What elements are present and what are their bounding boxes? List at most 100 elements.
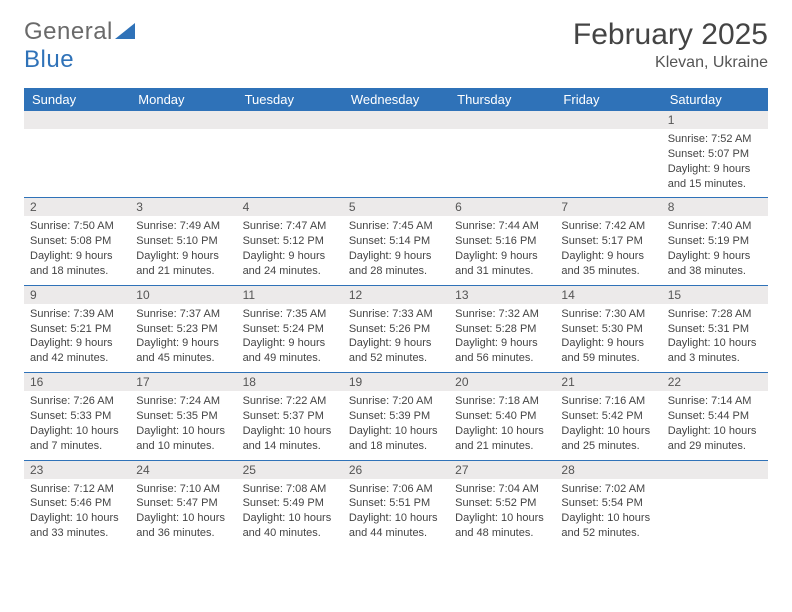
sunset-text: Sunset: 5:39 PM — [349, 409, 443, 424]
sunset-text: Sunset: 5:23 PM — [136, 322, 230, 337]
day-number: 22 — [662, 373, 768, 391]
sunrise-text: Sunrise: 7:47 AM — [243, 219, 337, 234]
day-number — [237, 111, 343, 129]
daylight-text: Daylight: 9 hours and 52 minutes. — [349, 336, 443, 366]
daylight-text: Daylight: 9 hours and 24 minutes. — [243, 249, 337, 279]
daylight-text: Daylight: 10 hours and 29 minutes. — [668, 424, 762, 454]
sunset-text: Sunset: 5:24 PM — [243, 322, 337, 337]
day-number: 3 — [130, 198, 236, 216]
logo-text-1: General — [24, 18, 113, 45]
day-number: 14 — [555, 286, 661, 304]
sunrise-text: Sunrise: 7:33 AM — [349, 307, 443, 322]
day-number: 15 — [662, 286, 768, 304]
daylight-text: Daylight: 10 hours and 18 minutes. — [349, 424, 443, 454]
calendar: Sunday Monday Tuesday Wednesday Thursday… — [24, 88, 768, 547]
sunset-text: Sunset: 5:30 PM — [561, 322, 655, 337]
calendar-page: General Blue February 2025 Klevan, Ukrai… — [0, 0, 792, 547]
day-cell — [662, 461, 768, 547]
sunset-text: Sunset: 5:35 PM — [136, 409, 230, 424]
day-cell: 6Sunrise: 7:44 AMSunset: 5:16 PMDaylight… — [449, 198, 555, 284]
sunrise-text: Sunrise: 7:45 AM — [349, 219, 443, 234]
day-number: 2 — [24, 198, 130, 216]
location-label: Klevan, Ukraine — [573, 54, 768, 72]
day-number — [662, 461, 768, 479]
sunset-text: Sunset: 5:44 PM — [668, 409, 762, 424]
day-cell: 17Sunrise: 7:24 AMSunset: 5:35 PMDayligh… — [130, 373, 236, 459]
day-cell: 9Sunrise: 7:39 AMSunset: 5:21 PMDaylight… — [24, 286, 130, 372]
day-cell: 26Sunrise: 7:06 AMSunset: 5:51 PMDayligh… — [343, 461, 449, 547]
daylight-text: Daylight: 10 hours and 21 minutes. — [455, 424, 549, 454]
day-header-fri: Friday — [555, 88, 661, 111]
sunrise-text: Sunrise: 7:28 AM — [668, 307, 762, 322]
sunset-text: Sunset: 5:49 PM — [243, 496, 337, 511]
week-row: 16Sunrise: 7:26 AMSunset: 5:33 PMDayligh… — [24, 372, 768, 459]
daylight-text: Daylight: 9 hours and 28 minutes. — [349, 249, 443, 279]
day-number: 1 — [662, 111, 768, 129]
day-cell: 23Sunrise: 7:12 AMSunset: 5:46 PMDayligh… — [24, 461, 130, 547]
daylight-text: Daylight: 10 hours and 14 minutes. — [243, 424, 337, 454]
daylight-text: Daylight: 10 hours and 25 minutes. — [561, 424, 655, 454]
sunrise-text: Sunrise: 7:52 AM — [668, 132, 762, 147]
day-number: 13 — [449, 286, 555, 304]
daylight-text: Daylight: 9 hours and 35 minutes. — [561, 249, 655, 279]
sunset-text: Sunset: 5:10 PM — [136, 234, 230, 249]
daylight-text: Daylight: 10 hours and 7 minutes. — [30, 424, 124, 454]
sunset-text: Sunset: 5:17 PM — [561, 234, 655, 249]
day-number: 5 — [343, 198, 449, 216]
day-number: 16 — [24, 373, 130, 391]
sunrise-text: Sunrise: 7:50 AM — [30, 219, 124, 234]
day-cell: 15Sunrise: 7:28 AMSunset: 5:31 PMDayligh… — [662, 286, 768, 372]
day-number — [24, 111, 130, 129]
day-cell: 13Sunrise: 7:32 AMSunset: 5:28 PMDayligh… — [449, 286, 555, 372]
sunrise-text: Sunrise: 7:14 AM — [668, 394, 762, 409]
day-number: 28 — [555, 461, 661, 479]
daylight-text: Daylight: 9 hours and 45 minutes. — [136, 336, 230, 366]
daylight-text: Daylight: 9 hours and 59 minutes. — [561, 336, 655, 366]
day-number: 17 — [130, 373, 236, 391]
sunset-text: Sunset: 5:19 PM — [668, 234, 762, 249]
day-header-wed: Wednesday — [343, 88, 449, 111]
sunrise-text: Sunrise: 7:02 AM — [561, 482, 655, 497]
day-header-tue: Tuesday — [237, 88, 343, 111]
day-cell: 7Sunrise: 7:42 AMSunset: 5:17 PMDaylight… — [555, 198, 661, 284]
daylight-text: Daylight: 9 hours and 42 minutes. — [30, 336, 124, 366]
day-number: 6 — [449, 198, 555, 216]
day-number: 10 — [130, 286, 236, 304]
sunset-text: Sunset: 5:51 PM — [349, 496, 443, 511]
day-cell: 3Sunrise: 7:49 AMSunset: 5:10 PMDaylight… — [130, 198, 236, 284]
day-cell: 19Sunrise: 7:20 AMSunset: 5:39 PMDayligh… — [343, 373, 449, 459]
day-cell: 10Sunrise: 7:37 AMSunset: 5:23 PMDayligh… — [130, 286, 236, 372]
day-cell: 24Sunrise: 7:10 AMSunset: 5:47 PMDayligh… — [130, 461, 236, 547]
day-number: 19 — [343, 373, 449, 391]
sunrise-text: Sunrise: 7:42 AM — [561, 219, 655, 234]
day-cell — [237, 111, 343, 197]
day-cell: 12Sunrise: 7:33 AMSunset: 5:26 PMDayligh… — [343, 286, 449, 372]
sunset-text: Sunset: 5:28 PM — [455, 322, 549, 337]
sunset-text: Sunset: 5:37 PM — [243, 409, 337, 424]
day-header-mon: Monday — [130, 88, 236, 111]
week-row: 23Sunrise: 7:12 AMSunset: 5:46 PMDayligh… — [24, 460, 768, 547]
sunrise-text: Sunrise: 7:30 AM — [561, 307, 655, 322]
sunset-text: Sunset: 5:14 PM — [349, 234, 443, 249]
day-number: 11 — [237, 286, 343, 304]
day-cell — [24, 111, 130, 197]
sunset-text: Sunset: 5:42 PM — [561, 409, 655, 424]
sunrise-text: Sunrise: 7:06 AM — [349, 482, 443, 497]
day-header-sun: Sunday — [24, 88, 130, 111]
day-cell: 11Sunrise: 7:35 AMSunset: 5:24 PMDayligh… — [237, 286, 343, 372]
sunrise-text: Sunrise: 7:26 AM — [30, 394, 124, 409]
day-cell: 28Sunrise: 7:02 AMSunset: 5:54 PMDayligh… — [555, 461, 661, 547]
logo: General Blue — [24, 18, 135, 74]
day-cell — [449, 111, 555, 197]
day-header-row: Sunday Monday Tuesday Wednesday Thursday… — [24, 88, 768, 111]
sunrise-text: Sunrise: 7:40 AM — [668, 219, 762, 234]
day-number — [449, 111, 555, 129]
daylight-text: Daylight: 9 hours and 18 minutes. — [30, 249, 124, 279]
sunrise-text: Sunrise: 7:39 AM — [30, 307, 124, 322]
day-cell: 4Sunrise: 7:47 AMSunset: 5:12 PMDaylight… — [237, 198, 343, 284]
week-row: 1Sunrise: 7:52 AMSunset: 5:07 PMDaylight… — [24, 111, 768, 197]
day-number: 8 — [662, 198, 768, 216]
sunset-text: Sunset: 5:52 PM — [455, 496, 549, 511]
sunrise-text: Sunrise: 7:18 AM — [455, 394, 549, 409]
day-number — [130, 111, 236, 129]
